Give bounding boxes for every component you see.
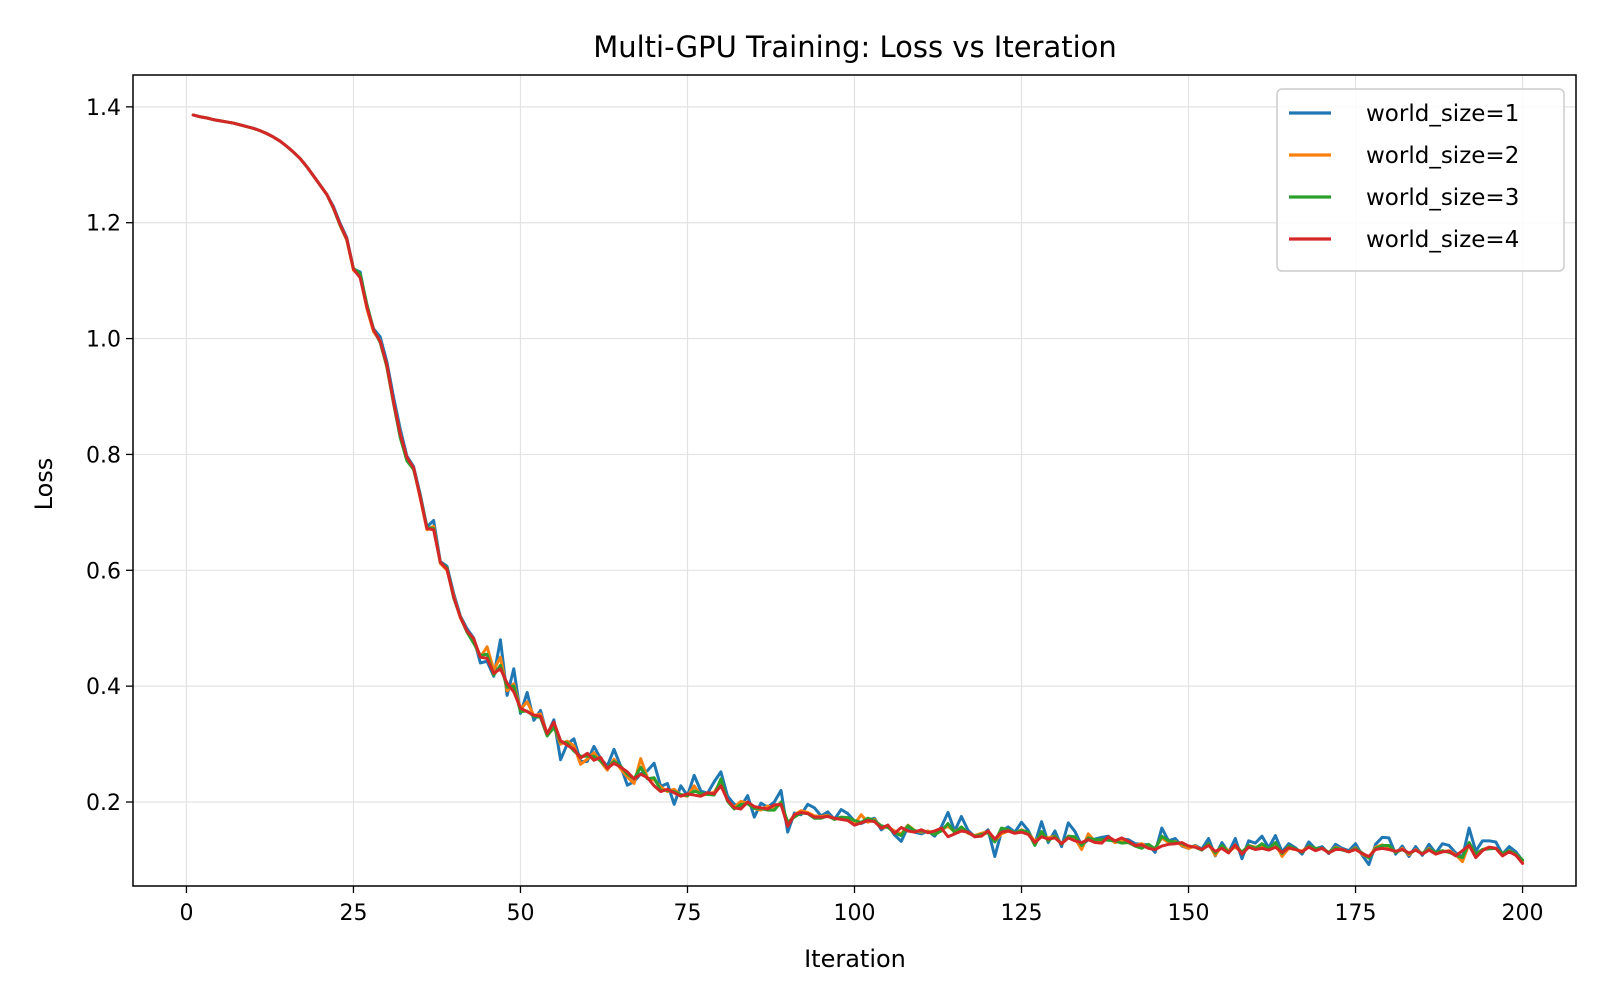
y-tick-label: 1.0 — [86, 328, 121, 353]
y-tick-label: 0.6 — [86, 559, 121, 584]
y-axis-label: Loss — [30, 458, 58, 511]
x-tick-label: 125 — [1001, 901, 1043, 926]
x-axis-ticks: 0 25 50 75 100 125 150 175 200 — [179, 886, 1544, 926]
series-line-world-size-4 — [191, 113, 1525, 865]
legend-label: world_size=2 — [1366, 143, 1519, 169]
legend-label: world_size=1 — [1366, 101, 1519, 127]
x-tick-label: 150 — [1168, 901, 1210, 926]
x-tick-label: 25 — [339, 901, 367, 926]
y-tick-label: 0.2 — [86, 791, 121, 816]
x-axis-label: Iteration — [804, 945, 906, 973]
legend-label: world_size=3 — [1366, 185, 1519, 211]
legend-box — [1276, 88, 1565, 272]
y-tick-label: 1.2 — [86, 212, 121, 237]
y-axis-ticks: 0.2 0.4 0.6 0.8 1.0 1.2 1.4 — [86, 96, 133, 816]
y-tick-label: 0.4 — [86, 675, 121, 700]
y-tick-label: 0.8 — [86, 443, 121, 468]
x-tick-label: 0 — [179, 901, 193, 926]
series-layer — [191, 113, 1525, 867]
x-tick-label: 100 — [834, 901, 876, 926]
x-tick-label: 175 — [1335, 901, 1377, 926]
x-tick-label: 50 — [506, 901, 534, 926]
y-tick-label: 1.4 — [86, 96, 121, 121]
chart-title: Multi-GPU Training: Loss vs Iteration — [593, 30, 1117, 64]
x-tick-label: 200 — [1502, 901, 1544, 926]
x-tick-label: 75 — [673, 901, 701, 926]
legend: world_size=1 world_size=2 world_size=3worl… — [1276, 88, 1565, 272]
legend-label: world_size=4 — [1366, 227, 1519, 253]
